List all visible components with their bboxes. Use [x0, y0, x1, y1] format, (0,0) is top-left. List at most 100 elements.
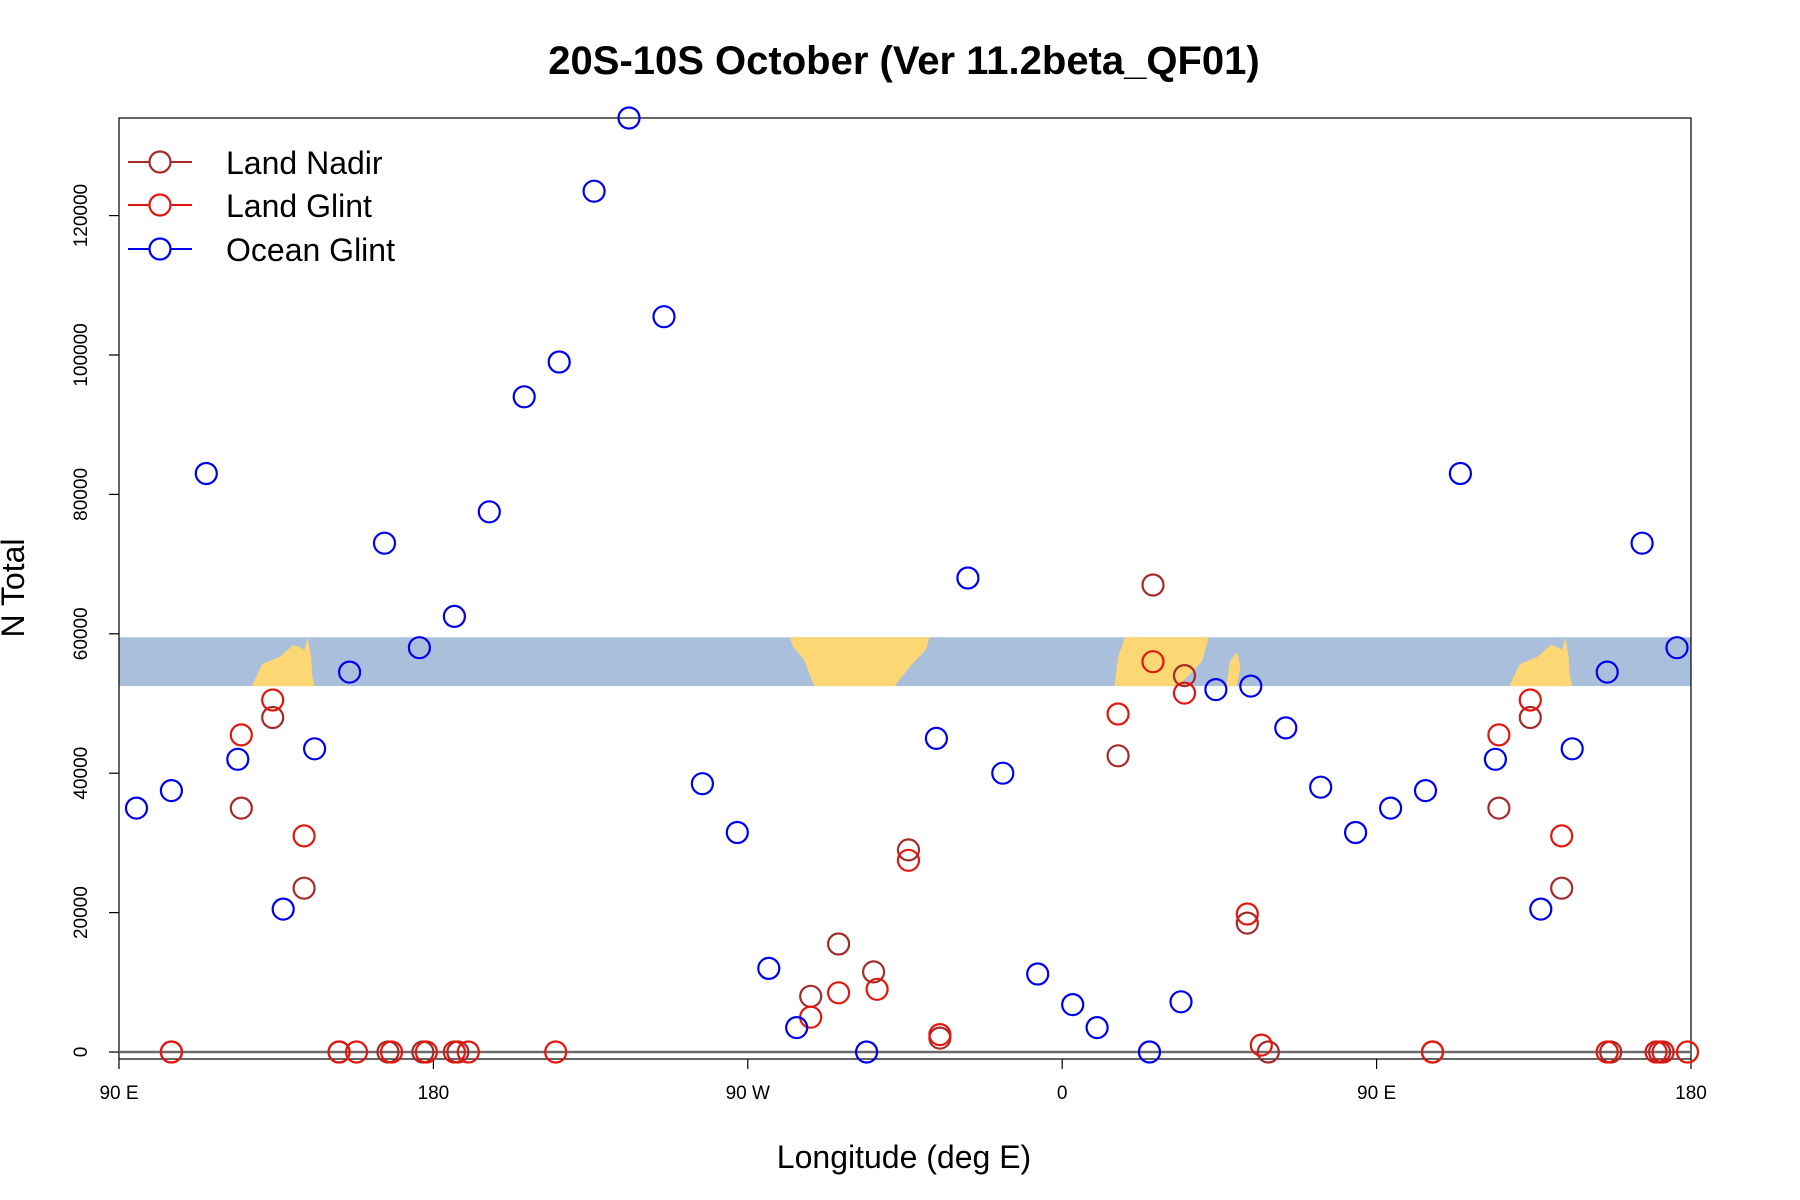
point-land-glint [1644, 1040, 1668, 1064]
point-land-glint [1651, 1040, 1675, 1064]
point-ocean-glint [991, 761, 1015, 785]
point-ocean-glint [1137, 1040, 1162, 1064]
point-ocean-glint [477, 500, 501, 524]
point-ocean-glint [1595, 660, 1619, 684]
point-ocean-glint [338, 660, 362, 684]
point-ocean-glint [1061, 992, 1085, 1017]
point-land-glint [1595, 1040, 1619, 1064]
point-ocean-glint [617, 106, 641, 130]
point-ocean-glint [1239, 674, 1263, 698]
x-tick-label: 90 E [99, 1083, 138, 1104]
point-ocean-glint [1448, 461, 1473, 486]
point-land-glint [327, 1040, 351, 1064]
point-land-glint [928, 1022, 952, 1047]
point-land-glint [456, 1040, 480, 1064]
point-ocean-glint [1026, 962, 1050, 986]
point-land-glint [414, 1040, 438, 1064]
point-land-glint [344, 1040, 369, 1064]
point-ocean-glint [785, 1015, 809, 1040]
chart-title: 20S-10S October (Ver 11.2beta_QF01) [548, 39, 1259, 83]
point-land-glint [1172, 681, 1197, 705]
point-ocean-glint [547, 350, 571, 374]
point-land-glint [896, 848, 921, 872]
point-ocean-glint [1529, 897, 1553, 921]
point-ocean-glint [159, 778, 183, 803]
legend-marker-land-nadir [148, 150, 172, 174]
point-ocean-glint [124, 796, 149, 820]
point-land-glint [1235, 902, 1259, 926]
point-land-nadir [1518, 705, 1542, 730]
point-land-glint [442, 1040, 466, 1064]
y-tick-label: 40000 [71, 747, 92, 800]
point-land-nadir [861, 960, 886, 984]
land-australia-left [251, 644, 315, 687]
point-ocean-glint [1665, 636, 1689, 660]
plot-frame [118, 117, 1692, 1060]
y-axis: 0 20000 40000 60000 80000 100000 120000 [71, 184, 119, 1057]
x-tick-label: 0 [1057, 1083, 1068, 1104]
point-ocean-glint [1630, 531, 1654, 555]
x-axis-label: Longitude (deg E) [777, 1139, 1031, 1175]
land-cape-york-left [300, 637, 313, 687]
point-land-glint [1550, 824, 1574, 848]
point-ocean-glint [1309, 775, 1333, 799]
land-cape-york-right [1558, 637, 1571, 687]
legend-entry-ocean-glint: Ocean Glint [128, 232, 395, 268]
y-tick-label: 80000 [71, 468, 92, 521]
point-ocean-glint [757, 956, 781, 981]
point-ocean-glint [442, 604, 466, 629]
point-ocean-glint [924, 726, 949, 751]
point-ocean-glint [652, 305, 676, 329]
point-ocean-glint [372, 531, 397, 555]
point-land-nadir [1256, 1040, 1280, 1064]
point-land-nadir [229, 796, 253, 820]
land-south-america [789, 637, 930, 687]
point-ocean-glint [725, 820, 749, 845]
point-land-nadir [1106, 744, 1130, 768]
point-ocean-glint [1204, 677, 1228, 702]
legend-label-land-nadir: Land Nadir [226, 145, 383, 181]
y-tick-label: 120000 [71, 184, 92, 247]
land-australia-right [1509, 644, 1573, 687]
point-land-glint [261, 688, 285, 712]
point-ocean-glint [854, 1040, 879, 1064]
legend-entry-land-glint: Land Glint [128, 188, 372, 224]
point-land-glint [1487, 723, 1511, 747]
point-land-glint [1675, 1040, 1700, 1064]
map-band-land [251, 637, 1573, 687]
point-ocean-glint [407, 636, 431, 660]
point-ocean-glint [1169, 990, 1193, 1014]
map-band [119, 637, 1691, 687]
legend-marker-ocean-glint [148, 237, 172, 261]
point-land-nadir [896, 838, 921, 862]
point-land-nadir [1141, 573, 1165, 597]
point-land-nadir [1235, 911, 1259, 935]
point-ocean-glint [956, 566, 980, 590]
x-axis: 90 E 180 90 W 0 90 E 180 [99, 1059, 1707, 1104]
point-ocean-glint [194, 461, 218, 486]
point-ocean-glint [271, 897, 295, 921]
point-ocean-glint [1274, 716, 1298, 740]
point-ocean-glint [1378, 796, 1403, 820]
point-land-glint [1106, 702, 1130, 726]
point-ocean-glint [1085, 1015, 1109, 1040]
x-tick-label: 180 [418, 1083, 450, 1104]
legend-label-ocean-glint: Ocean Glint [226, 232, 395, 268]
point-ocean-glint [226, 747, 250, 771]
point-ocean-glint [1343, 820, 1368, 845]
x-tick-label: 90 W [726, 1083, 770, 1104]
point-ocean-glint [1413, 778, 1438, 803]
y-tick-label: 0 [71, 1047, 92, 1058]
point-land-nadir [292, 876, 316, 900]
legend-entry-land-nadir: Land Nadir [128, 145, 383, 181]
y-tick-label: 60000 [71, 607, 92, 660]
point-land-glint [1141, 650, 1165, 674]
point-land-glint [1249, 1033, 1273, 1057]
point-land-glint [1518, 688, 1542, 712]
point-land-glint [379, 1040, 404, 1064]
land-madagascar [1226, 651, 1241, 687]
legend-marker-land-glint [148, 193, 172, 217]
x-tick-label: 180 [1675, 1083, 1707, 1104]
point-land-nadir [1550, 876, 1574, 900]
